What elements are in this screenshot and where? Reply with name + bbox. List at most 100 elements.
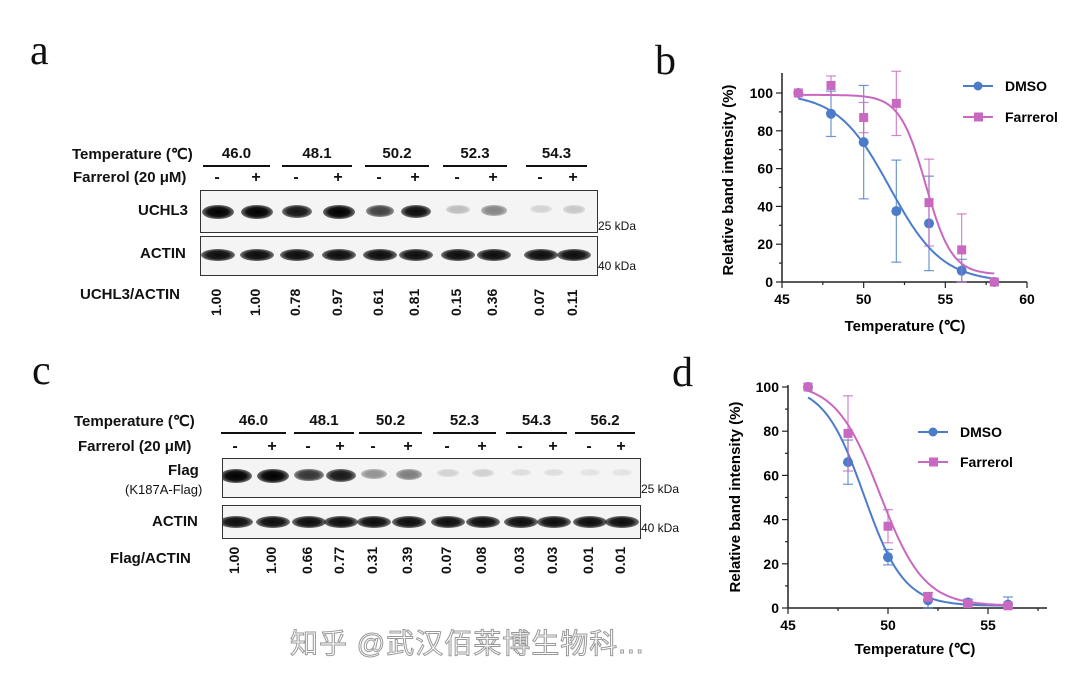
ratio-value: 0.77 — [331, 546, 347, 574]
treatment-sign: + — [267, 438, 277, 455]
actin-band — [573, 516, 607, 528]
temperature-label: Temperature (℃) — [74, 413, 195, 430]
actin-band — [363, 249, 397, 261]
target-band — [400, 205, 432, 219]
ratio-value: 0.78 — [287, 288, 303, 316]
actin-blot — [200, 236, 598, 276]
target-band — [241, 205, 273, 219]
actin-blot — [222, 505, 641, 539]
ratio-value: 0.11 — [564, 289, 580, 316]
temperature-underline — [221, 432, 286, 434]
ratio-value: 0.81 — [406, 288, 422, 316]
data-point-farrerol — [883, 521, 893, 531]
y-tick-label: 60 — [763, 467, 779, 483]
ratio-value: 0.66 — [299, 546, 315, 574]
treatment-sign: + — [548, 438, 558, 455]
y-tick-label: 0 — [765, 274, 773, 290]
actin-band — [256, 516, 290, 528]
legend-label: Farrerol — [960, 454, 1013, 470]
y-tick-label: 80 — [757, 123, 773, 139]
actin-band — [605, 516, 639, 528]
x-axis-label: Temperature (℃) — [845, 318, 966, 335]
target-band — [365, 205, 395, 218]
actin-band — [280, 249, 314, 261]
target-band — [395, 469, 423, 480]
ratio-value: 0.03 — [544, 546, 560, 574]
temperature-underline — [506, 432, 567, 434]
data-point-farrerol — [859, 113, 869, 123]
panel-label-c: c — [32, 348, 51, 394]
treatment-sign: + — [403, 438, 413, 455]
treatment-sign: - — [444, 438, 450, 455]
temperature-label: Temperature (℃) — [72, 146, 193, 163]
actin-band — [557, 249, 591, 261]
target-band — [530, 205, 552, 214]
legend-label: DMSO — [960, 424, 1002, 440]
x-tick-label: 60 — [1019, 291, 1035, 307]
y-tick-label: 100 — [756, 379, 780, 395]
temperature-value: 54.3 — [541, 145, 572, 162]
actin-band — [392, 516, 426, 528]
temperature-value: 52.3 — [449, 412, 480, 429]
actin-band — [201, 249, 235, 261]
actin-band — [477, 249, 511, 261]
temperature-value: 50.2 — [382, 145, 412, 162]
temperature-value: 56.2 — [590, 412, 620, 429]
legend-marker — [929, 457, 938, 467]
treatment-sign: - — [232, 438, 238, 455]
temperature-value: 52.3 — [460, 145, 490, 162]
x-tick-label: 45 — [774, 291, 790, 307]
data-point-dmso — [891, 206, 902, 217]
data-point-farrerol — [923, 592, 933, 602]
ratio-value: 1.00 — [208, 288, 224, 316]
actin-band — [324, 516, 358, 528]
data-point-farrerol — [891, 98, 901, 108]
ratio-value: 0.01 — [580, 546, 596, 574]
data-point-farrerol — [793, 88, 803, 98]
actin-band — [223, 516, 253, 528]
target-band — [562, 205, 586, 214]
data-point-farrerol — [924, 198, 934, 208]
treatment-sign: + — [333, 169, 343, 186]
marker-40kda: 40 kDa — [598, 259, 637, 273]
fit-curve-farrerol — [807, 389, 1008, 607]
y-axis-label: Relative band intensity (%) — [727, 402, 744, 593]
treatment-sign: + — [568, 169, 578, 186]
treatment-sign: - — [293, 169, 299, 186]
actin-band — [524, 249, 558, 261]
target-band — [361, 469, 387, 480]
target-band — [446, 205, 470, 215]
x-tick-label: 50 — [880, 617, 896, 633]
ratio-label: UCHL3/ACTIN — [80, 286, 180, 303]
y-tick-label: 80 — [763, 423, 779, 439]
loading-label: ACTIN — [140, 245, 186, 262]
data-point-dmso — [826, 108, 836, 119]
data-point-farrerol — [957, 245, 967, 255]
treatment-sign: - — [376, 169, 382, 186]
legend-marker — [974, 112, 983, 122]
actin-band — [292, 516, 326, 528]
y-axis-label: Relative band intensity (%) — [720, 85, 737, 276]
treatment-sign: + — [335, 438, 345, 455]
temperature-underline — [443, 165, 507, 167]
actin-band — [240, 249, 274, 261]
y-tick-label: 40 — [763, 512, 779, 528]
ratio-value: 0.36 — [484, 288, 500, 316]
ratio-value: 0.07 — [438, 546, 454, 574]
data-point-farrerol — [803, 382, 813, 392]
ratio-value: 1.00 — [226, 546, 242, 574]
temperature-underline — [526, 165, 587, 167]
panel-label-b: b — [655, 38, 676, 84]
panel-label-d: d — [672, 350, 693, 396]
actin-band — [322, 249, 356, 261]
temperature-underline — [282, 165, 352, 167]
target-band — [323, 205, 355, 219]
temperature-underline — [203, 165, 270, 167]
target-band — [202, 205, 234, 219]
target-band — [510, 469, 532, 477]
treatment-sign: + — [616, 438, 626, 455]
ratio-value: 0.03 — [511, 546, 527, 574]
treatment-label: Farrerol (20 μM) — [73, 169, 187, 186]
ratio-value: 0.61 — [370, 288, 386, 316]
